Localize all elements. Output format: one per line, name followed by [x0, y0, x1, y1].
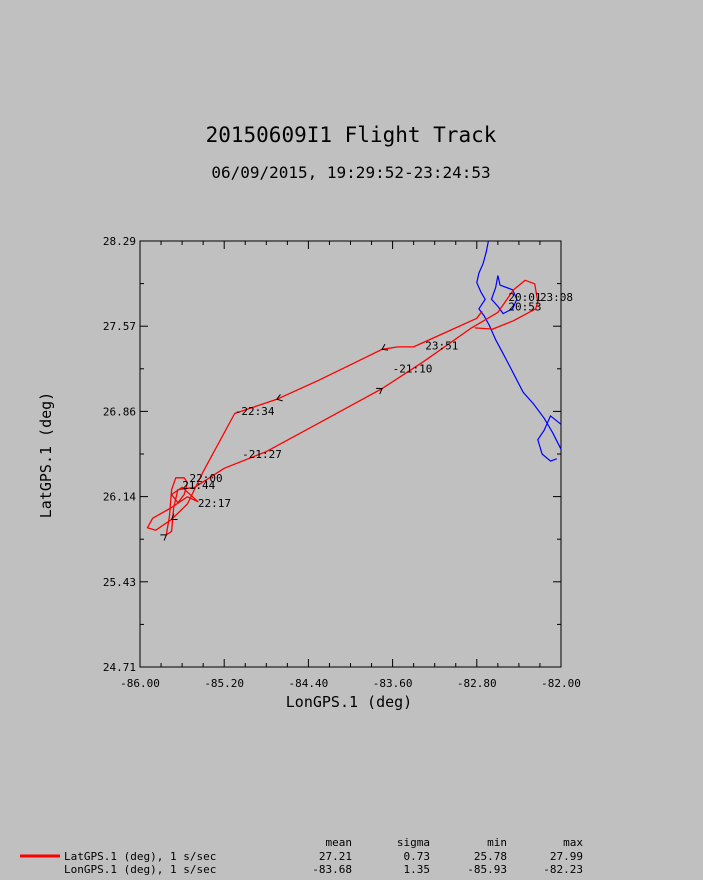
time-label: 23:51 — [425, 340, 458, 353]
y-tick-label: 24.71 — [103, 661, 136, 674]
coastline-charlotte-harbor — [537, 414, 562, 462]
statistics-legend: mean sigma min max LatGPS.1 (deg), 1 s/s… — [20, 836, 583, 876]
legend-row-lat-max: 27.99 — [550, 850, 583, 863]
y-tick-label: 28.29 — [103, 235, 136, 248]
legend-row-lon-sigma: 1.35 — [404, 863, 431, 876]
time-label: 23:08 — [540, 291, 573, 304]
direction-arrows — [160, 343, 389, 541]
direction-arrow — [275, 394, 283, 402]
flight-track-series — [146, 279, 539, 536]
time-label: 22:00 — [189, 472, 222, 485]
y-tick-label: 26.14 — [103, 491, 136, 504]
time-label: 20:01 — [508, 291, 541, 304]
direction-arrow — [170, 513, 178, 520]
legend-row-lat-sigma: 0.73 — [404, 850, 431, 863]
legend-header-sigma: sigma — [397, 836, 430, 849]
time-label: -22:34 — [235, 405, 275, 418]
time-label: -21:10 — [393, 362, 433, 375]
flight-track-line — [146, 279, 539, 536]
x-tick-label: -86.00 — [120, 677, 160, 690]
legend-row-lon-mean: -83.68 — [312, 863, 352, 876]
coastline-tampa-bay — [490, 275, 518, 315]
legend-row-lat-min: 25.78 — [474, 850, 507, 863]
x-tick-label: -82.00 — [541, 677, 581, 690]
legend-header-mean: mean — [326, 836, 353, 849]
x-axis-label: LonGPS.1 (deg) — [286, 693, 412, 711]
direction-arrow — [160, 534, 168, 541]
legend-header-max: max — [563, 836, 583, 849]
legend-row-lon-label: LonGPS.1 (deg), 1 s/sec — [64, 863, 216, 876]
coastline — [476, 240, 562, 462]
x-tick-label: -84.40 — [289, 677, 329, 690]
legend-header-min: min — [487, 836, 507, 849]
chart-title: 20150609I1 Flight Track — [206, 123, 497, 147]
legend-row-lon-min: -85.93 — [467, 863, 507, 876]
direction-arrow — [376, 387, 383, 395]
legend-row-lat-mean: 27.21 — [319, 850, 352, 863]
y-tick-label: 26.86 — [103, 405, 136, 418]
y-tick-label: 25.43 — [103, 576, 136, 589]
axis-ticks: -86.00 -85.20 -84.40 -83.60 -82.80 -82.00 24.7… — [103, 235, 581, 690]
x-tick-label: -85.20 — [204, 677, 244, 690]
coastline-gulf — [476, 240, 562, 450]
chart-subtitle: 06/09/2015, 19:29:52-23:24:53 — [211, 163, 490, 182]
legend-row-lat-label: LatGPS.1 (deg), 1 s/sec — [64, 850, 216, 863]
time-label: 21:44 — [182, 479, 215, 492]
y-axis-label: LatGPS.1 (deg) — [37, 392, 55, 518]
direction-arrow — [381, 343, 389, 351]
time-label: 22:17 — [198, 497, 231, 510]
time-label: -21:27 — [242, 448, 282, 461]
legend-row-lon-max: -82.23 — [543, 863, 583, 876]
time-label: 20:53 — [508, 300, 541, 313]
y-tick-label: 27.57 — [103, 320, 136, 333]
plot-frame — [139, 240, 562, 668]
x-tick-label: -82.80 — [457, 677, 497, 690]
x-tick-label: -83.60 — [373, 677, 413, 690]
